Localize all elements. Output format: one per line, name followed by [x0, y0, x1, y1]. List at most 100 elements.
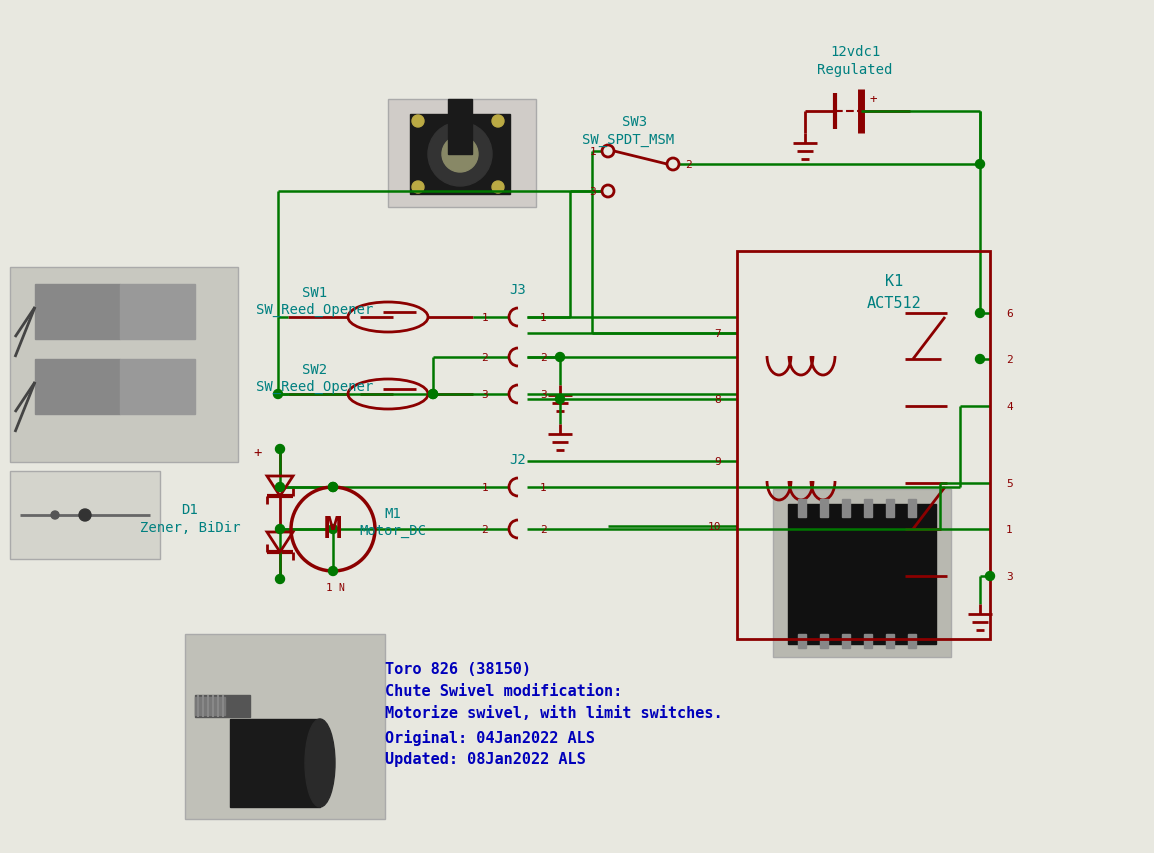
Bar: [35, 360, 120, 415]
Circle shape: [276, 575, 285, 583]
Text: 12vdc1: 12vdc1: [830, 45, 881, 59]
Text: SW2: SW2: [302, 363, 328, 376]
Circle shape: [555, 353, 564, 362]
Bar: [35, 285, 120, 339]
Text: SW1: SW1: [302, 286, 328, 299]
Circle shape: [492, 182, 504, 194]
Circle shape: [412, 182, 424, 194]
Text: 4: 4: [1006, 402, 1013, 411]
Text: K1: K1: [885, 274, 902, 289]
Text: D1: D1: [181, 502, 198, 516]
FancyBboxPatch shape: [388, 100, 535, 208]
Bar: [230, 719, 320, 807]
Text: SW_SPDT_MSM: SW_SPDT_MSM: [582, 133, 674, 147]
Circle shape: [986, 572, 995, 581]
Text: J2: J2: [510, 452, 526, 467]
Text: SW_Reed_Opener: SW_Reed_Opener: [256, 303, 374, 316]
Text: J3: J3: [510, 282, 526, 297]
Bar: [788, 504, 936, 644]
Text: 1: 1: [1006, 525, 1013, 534]
Bar: [842, 499, 850, 518]
Text: Toro 826 (38150): Toro 826 (38150): [385, 662, 531, 676]
Bar: [195, 695, 250, 717]
Bar: [120, 360, 195, 415]
Bar: [799, 635, 805, 648]
Text: 3: 3: [1006, 572, 1013, 581]
Text: 10: 10: [707, 521, 721, 531]
Text: 3: 3: [540, 390, 547, 399]
FancyBboxPatch shape: [10, 268, 238, 462]
Text: +: +: [254, 445, 262, 460]
Bar: [120, 285, 195, 339]
Text: Updated: 08Jan2022 ALS: Updated: 08Jan2022 ALS: [385, 751, 586, 767]
Text: 2: 2: [685, 160, 691, 170]
Circle shape: [412, 116, 424, 128]
Text: 7: 7: [714, 328, 721, 339]
Text: 9: 9: [714, 456, 721, 467]
Bar: [737, 252, 990, 639]
Circle shape: [428, 390, 437, 399]
Circle shape: [555, 395, 564, 404]
Text: 2: 2: [1006, 355, 1013, 364]
Circle shape: [329, 567, 337, 576]
FancyBboxPatch shape: [10, 472, 160, 560]
Text: SW_Reed_Opener: SW_Reed_Opener: [256, 380, 374, 393]
Bar: [908, 635, 916, 648]
Circle shape: [428, 390, 437, 399]
Text: M: M: [324, 515, 343, 544]
Text: 1: 1: [540, 483, 547, 492]
Bar: [195, 697, 225, 715]
Text: Regulated: Regulated: [817, 63, 893, 77]
Circle shape: [975, 355, 984, 364]
Circle shape: [975, 160, 984, 169]
Text: N: N: [338, 583, 344, 592]
Circle shape: [276, 445, 285, 454]
Bar: [410, 115, 510, 194]
Circle shape: [428, 123, 492, 187]
FancyBboxPatch shape: [773, 490, 951, 657]
Bar: [908, 499, 916, 518]
Bar: [886, 635, 894, 648]
Circle shape: [329, 483, 337, 492]
Circle shape: [329, 483, 337, 492]
Text: 1: 1: [481, 483, 488, 492]
Circle shape: [276, 483, 285, 492]
Text: 3: 3: [590, 187, 595, 197]
Text: M1: M1: [384, 507, 402, 520]
Bar: [448, 100, 472, 154]
Text: 2: 2: [481, 525, 488, 534]
Text: 1: 1: [325, 583, 332, 592]
Text: 3: 3: [481, 390, 488, 399]
Bar: [864, 499, 872, 518]
Text: 5: 5: [1006, 479, 1013, 489]
Circle shape: [329, 525, 337, 534]
Text: ACT512: ACT512: [867, 296, 921, 311]
Bar: [864, 635, 872, 648]
FancyBboxPatch shape: [185, 635, 385, 819]
Bar: [886, 499, 894, 518]
Circle shape: [273, 390, 283, 399]
Text: SW3: SW3: [622, 115, 647, 129]
Text: Motor_DC: Motor_DC: [360, 524, 427, 537]
Text: Chute Swivel modification:: Chute Swivel modification:: [385, 684, 622, 699]
Bar: [820, 635, 829, 648]
Circle shape: [492, 116, 504, 128]
Text: Motorize swivel, with limit switches.: Motorize swivel, with limit switches.: [385, 705, 722, 721]
Text: 6: 6: [1006, 309, 1013, 319]
Circle shape: [442, 136, 478, 173]
Text: 1: 1: [540, 313, 547, 322]
Text: Original: 04Jan2022 ALS: Original: 04Jan2022 ALS: [385, 729, 594, 746]
Ellipse shape: [305, 719, 335, 807]
Bar: [820, 499, 829, 518]
Bar: [842, 635, 850, 648]
Circle shape: [276, 525, 285, 534]
Circle shape: [975, 309, 984, 318]
Text: Zener, BiDir: Zener, BiDir: [140, 520, 240, 534]
Circle shape: [78, 509, 91, 521]
Circle shape: [51, 512, 59, 519]
Text: +: +: [869, 92, 877, 106]
Text: 1: 1: [590, 147, 595, 157]
Text: 2: 2: [540, 352, 547, 363]
Text: 8: 8: [714, 395, 721, 404]
Text: 2: 2: [481, 352, 488, 363]
